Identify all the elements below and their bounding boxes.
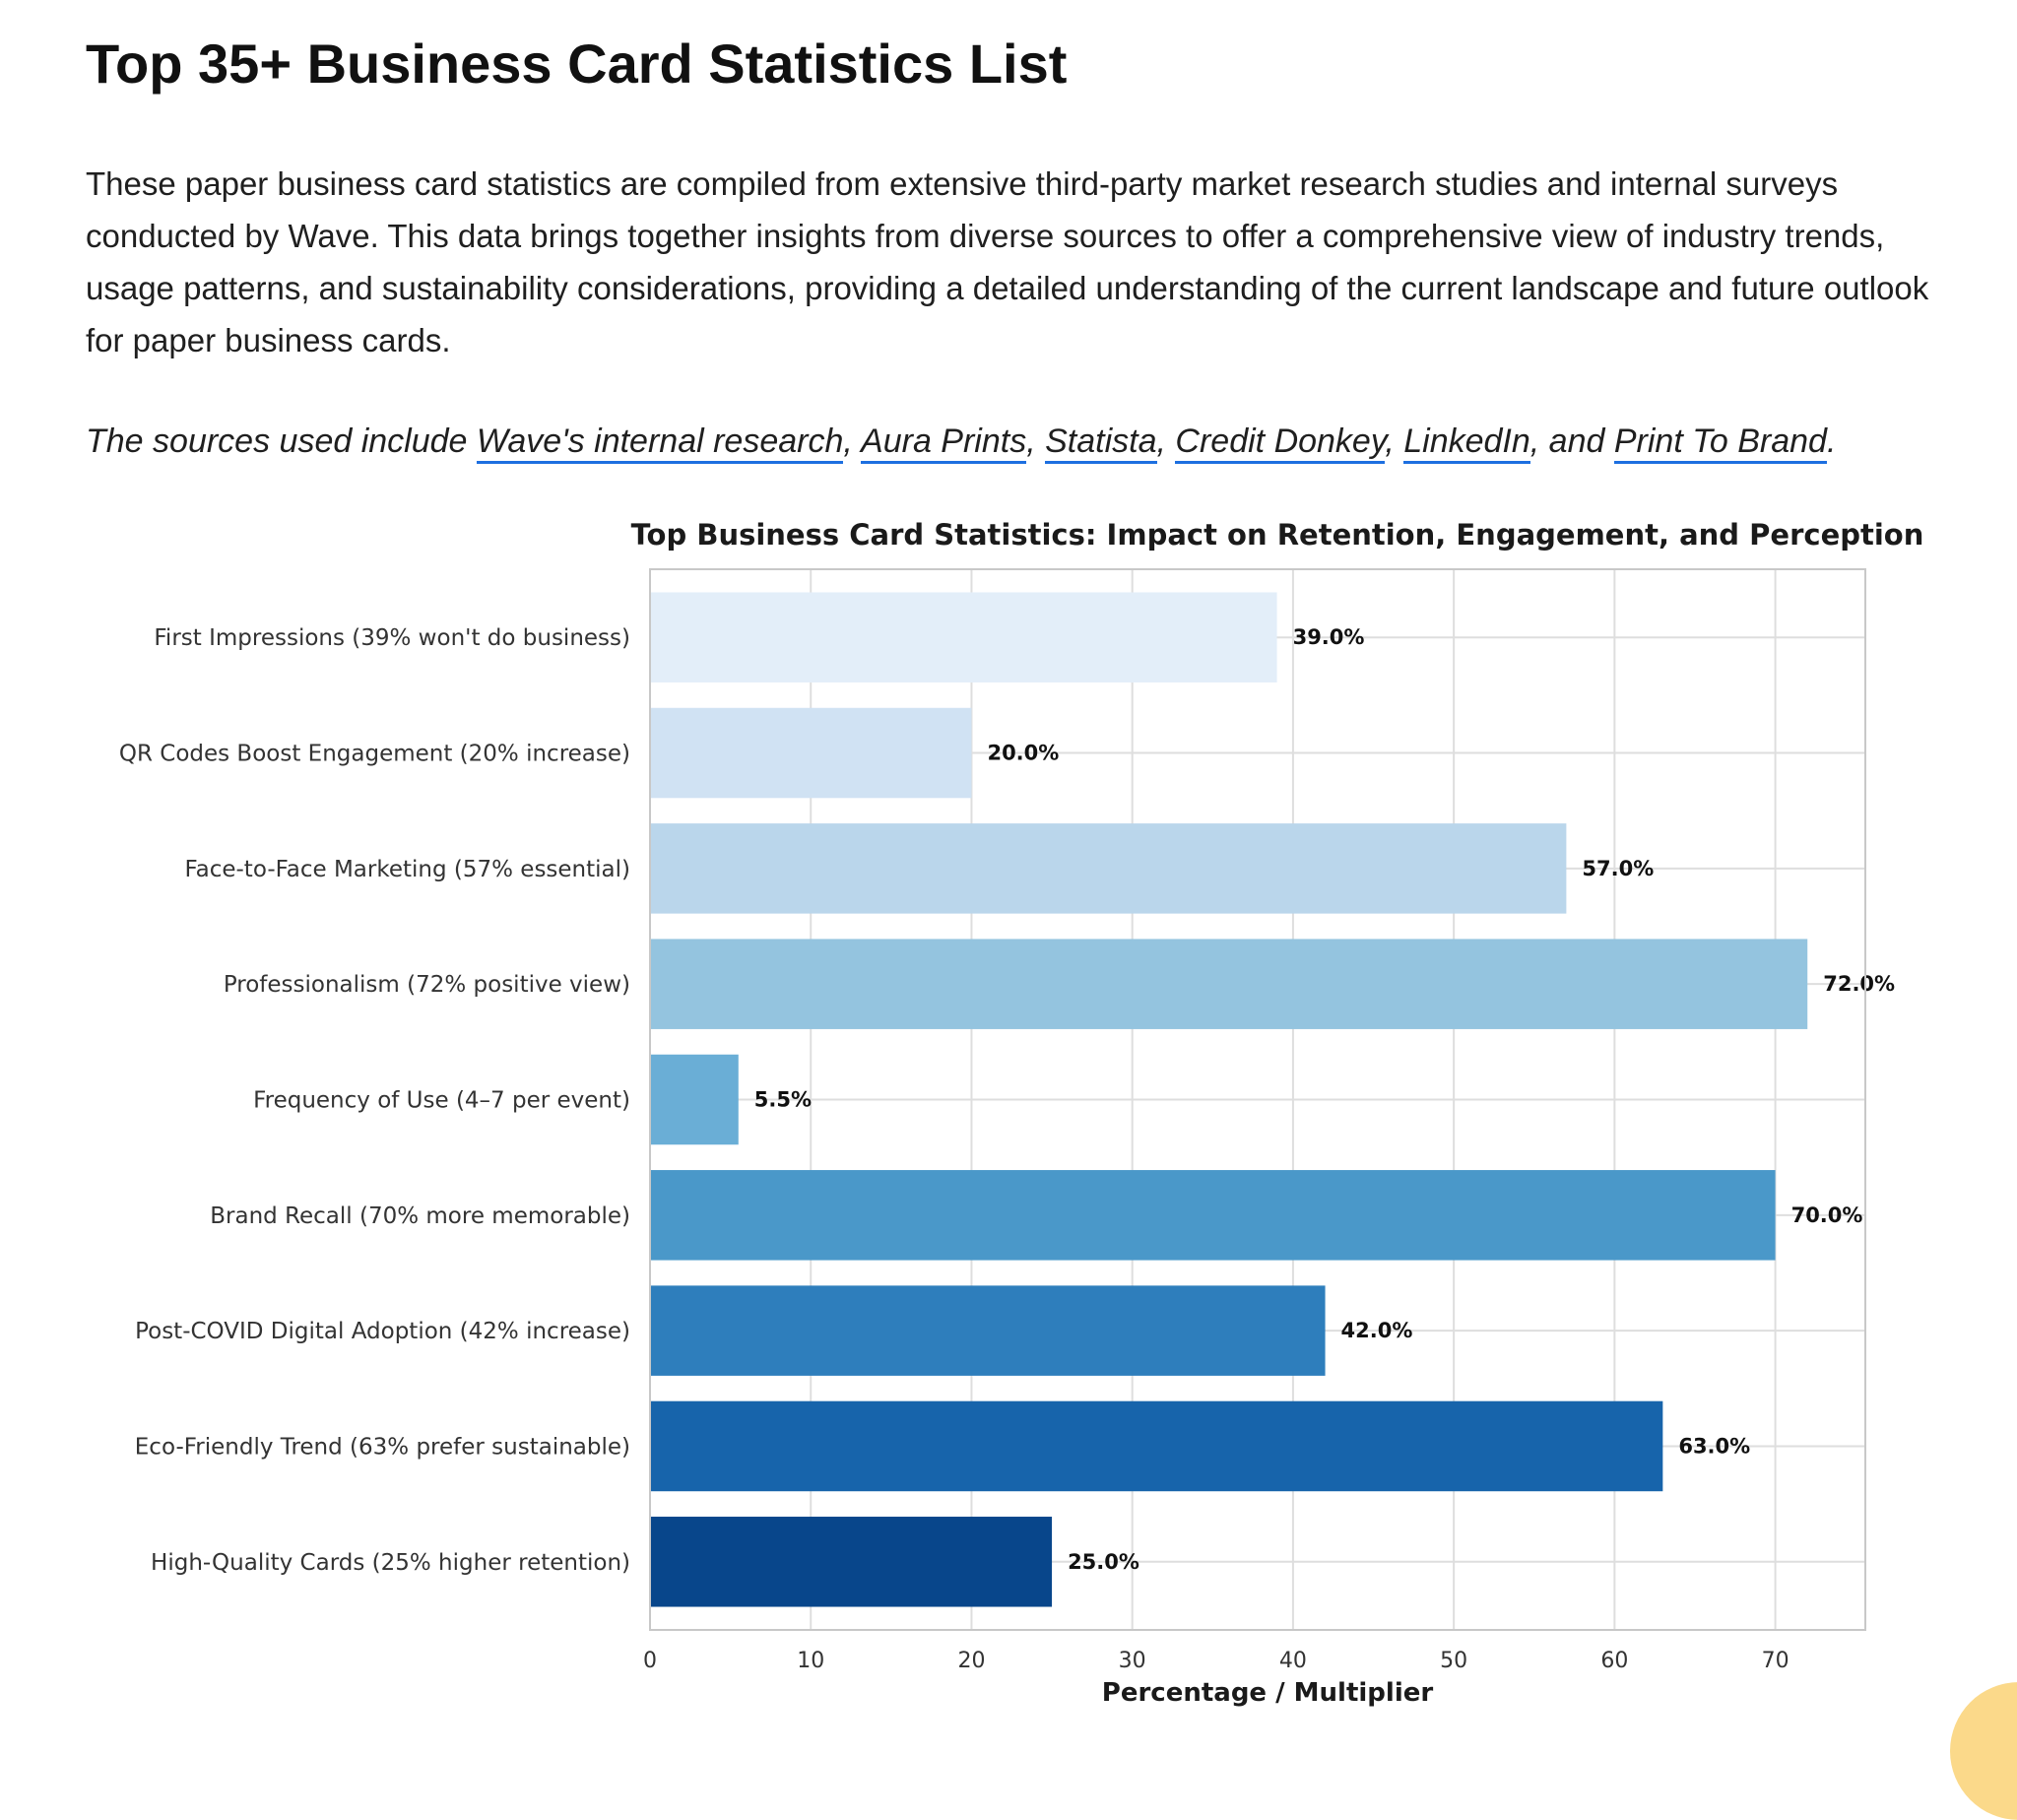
value-label: 72.0%: [1823, 972, 1895, 996]
source-link-aura-prints[interactable]: Aura Prints: [861, 422, 1027, 464]
category-label: Eco-Friendly Trend (63% prefer sustainab…: [135, 1434, 630, 1460]
bar: [650, 1054, 739, 1145]
plot-border: [649, 568, 1866, 1631]
bar-chart: Top Business Card Statistics: Impact on …: [119, 518, 1924, 1708]
x-tick-label: 20: [957, 1649, 985, 1673]
intro-paragraph: These paper business card statistics are…: [86, 165, 1929, 358]
bar: [650, 1400, 1663, 1492]
source-link-wave-s-internal-research[interactable]: Wave's internal research: [476, 422, 844, 464]
source-link-print-to-brand[interactable]: Print To Brand: [1613, 422, 1827, 464]
sources-separator: ,: [1026, 422, 1046, 460]
x-tick-label: 50: [1440, 1649, 1467, 1673]
sources-line: The sources used include Wave's internal…: [86, 414, 1977, 469]
bar: [650, 1517, 1053, 1607]
sources-separator: ,: [843, 422, 862, 460]
value-label: 39.0%: [1293, 625, 1365, 649]
x-tick-label: 40: [1279, 1649, 1307, 1673]
category-label: Face-to-Face Marketing (57% essential): [185, 857, 631, 882]
sources-separator: ,: [1156, 422, 1176, 460]
x-axis-label: Percentage / Multiplier: [1102, 1678, 1434, 1708]
source-link-linkedin[interactable]: LinkedIn: [1403, 422, 1530, 464]
bar: [650, 707, 972, 799]
bar: [650, 823, 1567, 914]
category-label: Post-COVID Digital Adoption (42% increas…: [135, 1319, 630, 1344]
x-tick-label: 0: [643, 1649, 657, 1673]
bar: [650, 1285, 1326, 1376]
category-label: Frequency of Use (4–7 per event): [253, 1088, 630, 1114]
category-label: High-Quality Cards (25% higher retention…: [151, 1550, 630, 1576]
bar: [650, 939, 1808, 1029]
sources-separator: , and: [1529, 422, 1614, 460]
value-label: 70.0%: [1791, 1203, 1863, 1227]
category-label: Brand Recall (70% more memorable): [210, 1203, 630, 1229]
value-label: 57.0%: [1582, 857, 1654, 880]
page-title: Top 35+ Business Card Statistics List: [86, 32, 1068, 95]
category-label: First Impressions (39% won't do business…: [154, 625, 630, 651]
x-tick-label: 30: [1119, 1649, 1146, 1673]
sources-separator: ,: [1385, 422, 1404, 460]
source-link-statista[interactable]: Statista: [1045, 422, 1157, 464]
x-tick-label: 70: [1762, 1649, 1789, 1673]
x-tick-label: 10: [797, 1649, 824, 1673]
source-link-credit-donkey[interactable]: Credit Donkey: [1175, 422, 1386, 464]
bar: [650, 592, 1277, 682]
category-label: Professionalism (72% positive view): [224, 972, 630, 998]
value-label: 5.5%: [754, 1088, 812, 1112]
chart-title: Top Business Card Statistics: Impact on …: [631, 518, 1924, 552]
chart-container: Top Business Card Statistics: Impact on …: [0, 502, 2017, 1751]
sources-suffix: .: [1826, 422, 1837, 460]
bar: [650, 1170, 1776, 1261]
value-label: 20.0%: [987, 742, 1059, 765]
value-label: 42.0%: [1341, 1319, 1413, 1342]
sources-prefix: The sources used include: [86, 422, 477, 460]
value-label: 63.0%: [1678, 1434, 1750, 1458]
value-label: 25.0%: [1068, 1550, 1139, 1574]
x-tick-label: 60: [1600, 1649, 1628, 1673]
category-label: QR Codes Boost Engagement (20% increase): [119, 742, 630, 767]
